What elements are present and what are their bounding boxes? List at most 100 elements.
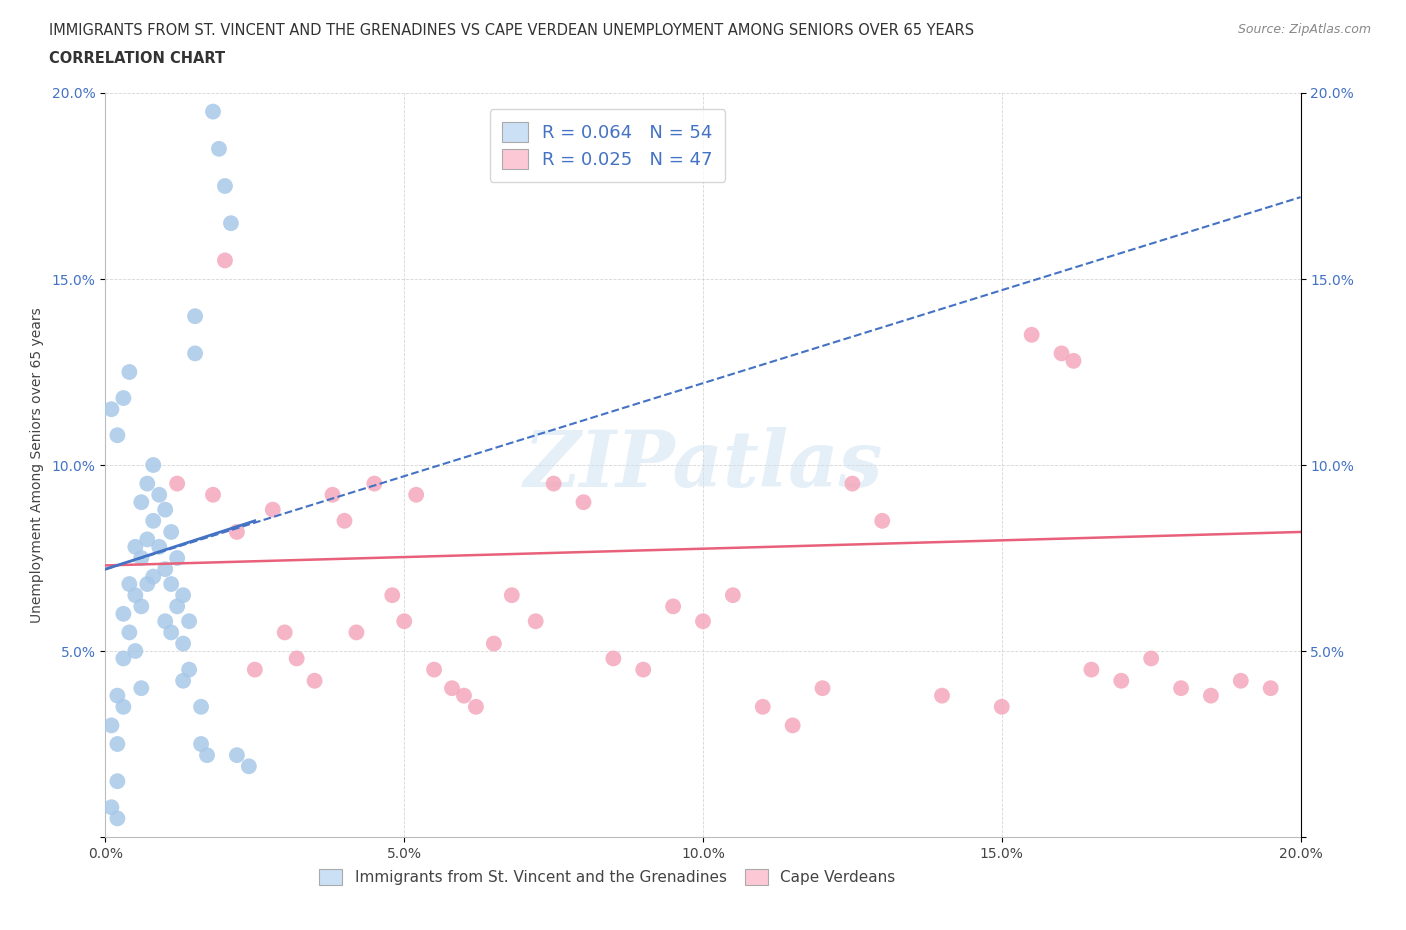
Point: [543, 476, 565, 491]
Point: [238, 759, 260, 774]
Point: [1140, 651, 1163, 666]
Point: [572, 495, 595, 510]
Point: [721, 588, 744, 603]
Point: [782, 718, 804, 733]
Point: [1111, 673, 1133, 688]
Point: [501, 588, 523, 603]
Point: [100, 402, 122, 417]
Point: [872, 513, 894, 528]
Point: [107, 688, 129, 703]
Point: [321, 487, 344, 502]
Point: [1170, 681, 1192, 696]
Point: [202, 487, 225, 502]
Point: [107, 737, 129, 751]
Point: [124, 539, 146, 554]
Point: [602, 651, 624, 666]
Point: [172, 636, 194, 651]
Point: [662, 599, 685, 614]
Point: [381, 588, 404, 603]
Point: [394, 614, 416, 629]
Point: [214, 179, 236, 193]
Point: [124, 644, 146, 658]
Point: [118, 625, 141, 640]
Point: [524, 614, 547, 629]
Point: [184, 346, 207, 361]
Point: [118, 577, 141, 591]
Point: [129, 599, 153, 614]
Point: [225, 525, 249, 539]
Point: [136, 476, 159, 491]
Legend: Immigrants from St. Vincent and the Grenadines, Cape Verdeans: Immigrants from St. Vincent and the Gren…: [312, 861, 903, 893]
Point: [100, 718, 122, 733]
Point: [190, 699, 212, 714]
Point: [142, 513, 165, 528]
Point: [136, 532, 159, 547]
Point: [112, 391, 135, 405]
Point: [1021, 327, 1043, 342]
Point: [692, 614, 714, 629]
Point: [262, 502, 284, 517]
Point: [118, 365, 141, 379]
Point: [990, 699, 1012, 714]
Point: [172, 588, 194, 603]
Point: [160, 625, 183, 640]
Point: [453, 688, 475, 703]
Point: [142, 569, 165, 584]
Text: ZIPatlas: ZIPatlas: [523, 427, 883, 503]
Point: [112, 606, 135, 621]
Point: [333, 513, 356, 528]
Point: [172, 673, 194, 688]
Point: [1260, 681, 1282, 696]
Y-axis label: Unemployment Among Seniors over 65 years: Unemployment Among Seniors over 65 years: [30, 307, 44, 623]
Point: [1050, 346, 1073, 361]
Point: [129, 681, 153, 696]
Text: IMMIGRANTS FROM ST. VINCENT AND THE GRENADINES VS CAPE VERDEAN UNEMPLOYMENT AMON: IMMIGRANTS FROM ST. VINCENT AND THE GREN…: [49, 23, 974, 38]
Point: [195, 748, 218, 763]
Point: [155, 562, 177, 577]
Point: [142, 458, 165, 472]
Point: [1080, 662, 1102, 677]
Point: [112, 699, 135, 714]
Text: Source: ZipAtlas.com: Source: ZipAtlas.com: [1237, 23, 1371, 36]
Point: [363, 476, 385, 491]
Point: [136, 577, 159, 591]
Point: [166, 476, 188, 491]
Point: [202, 104, 225, 119]
Point: [931, 688, 953, 703]
Point: [273, 625, 295, 640]
Point: [124, 588, 146, 603]
Point: [129, 495, 153, 510]
Point: [304, 673, 326, 688]
Point: [633, 662, 655, 677]
Point: [208, 141, 231, 156]
Text: CORRELATION CHART: CORRELATION CHART: [49, 51, 225, 66]
Point: [214, 253, 236, 268]
Point: [177, 662, 201, 677]
Point: [243, 662, 266, 677]
Point: [751, 699, 773, 714]
Point: [464, 699, 488, 714]
Point: [148, 539, 170, 554]
Point: [285, 651, 308, 666]
Point: [441, 681, 464, 696]
Point: [177, 614, 201, 629]
Point: [129, 551, 153, 565]
Point: [160, 577, 183, 591]
Point: [155, 614, 177, 629]
Point: [1199, 688, 1222, 703]
Point: [107, 428, 129, 443]
Point: [190, 737, 212, 751]
Point: [225, 748, 249, 763]
Point: [107, 811, 129, 826]
Point: [423, 662, 446, 677]
Point: [148, 487, 170, 502]
Point: [112, 651, 135, 666]
Point: [405, 487, 427, 502]
Point: [166, 599, 188, 614]
Point: [155, 502, 177, 517]
Point: [107, 774, 129, 789]
Point: [100, 800, 122, 815]
Point: [482, 636, 505, 651]
Point: [1229, 673, 1253, 688]
Point: [811, 681, 834, 696]
